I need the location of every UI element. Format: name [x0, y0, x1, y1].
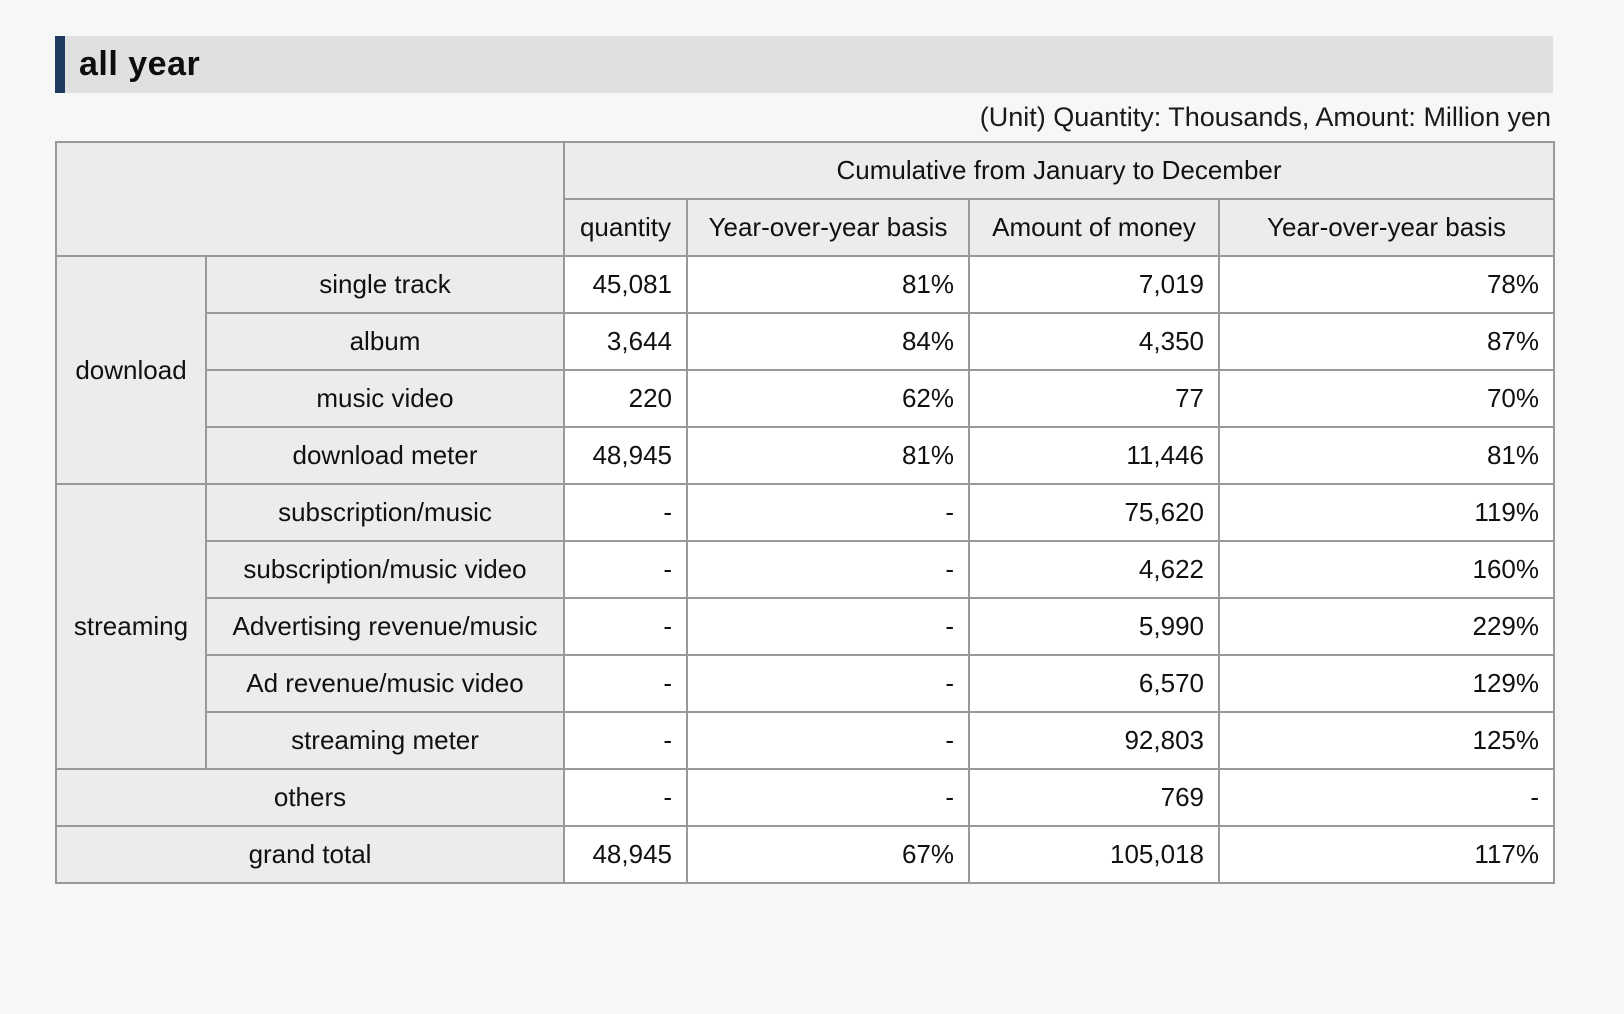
- cell-quantity-yoy: 62%: [686, 369, 970, 428]
- cell-quantity-yoy: 81%: [686, 255, 970, 314]
- cell-amount: 4,350: [968, 312, 1220, 371]
- table-row: music video 220 62% 77 70%: [56, 369, 1555, 428]
- header-quantity-yoy: Year-over-year basis: [686, 198, 970, 257]
- row-label: Advertising revenue/music: [205, 597, 565, 656]
- cell-amount-yoy: 119%: [1218, 483, 1555, 542]
- row-label: single track: [205, 255, 565, 314]
- cell-amount: 105,018: [968, 825, 1220, 884]
- cell-quantity-yoy: -: [686, 654, 970, 713]
- cell-amount: 6,570: [968, 654, 1220, 713]
- table-row-grand-total: grand total 48,945 67% 105,018 117%: [55, 825, 1555, 884]
- row-label: streaming meter: [205, 711, 565, 770]
- group-label-download: download: [55, 255, 207, 485]
- table-row-others: others - - 769 -: [55, 768, 1555, 827]
- cell-amount: 4,622: [968, 540, 1220, 599]
- page-container: all year (Unit) Quantity: Thousands, Amo…: [55, 36, 1555, 884]
- cell-quantity-yoy: -: [686, 597, 970, 656]
- page-title: all year: [79, 45, 201, 83]
- header-period-cell: Cumulative from January to December: [563, 141, 1555, 200]
- cell-amount-yoy: 81%: [1218, 426, 1555, 485]
- cell-amount-yoy: 160%: [1218, 540, 1555, 599]
- cell-amount: 7,019: [968, 255, 1220, 314]
- cell-quantity: -: [563, 483, 688, 542]
- cell-quantity: 48,945: [563, 825, 688, 884]
- row-label: grand total: [55, 825, 565, 884]
- cell-amount-yoy: 129%: [1218, 654, 1555, 713]
- group-label-streaming: streaming: [55, 483, 207, 770]
- row-label: others: [55, 768, 565, 827]
- cell-quantity-yoy: -: [686, 768, 970, 827]
- row-label: Ad revenue/music video: [205, 654, 565, 713]
- row-label: subscription/music video: [205, 540, 565, 599]
- cell-amount: 77: [968, 369, 1220, 428]
- cell-amount: 75,620: [968, 483, 1220, 542]
- cell-quantity: -: [563, 768, 688, 827]
- cell-quantity-yoy: -: [686, 540, 970, 599]
- table-row: streaming subscription/music - - 75,620 …: [55, 483, 1555, 770]
- cell-quantity: -: [563, 597, 688, 656]
- row-label: subscription/music: [205, 483, 565, 542]
- header-corner-cell: [55, 141, 565, 257]
- table-row: streaming meter - - 92,803 125%: [56, 711, 1555, 770]
- cell-quantity: 3,644: [563, 312, 688, 371]
- cell-amount-yoy: 70%: [1218, 369, 1555, 428]
- cell-amount-yoy: 125%: [1218, 711, 1555, 770]
- cell-quantity: -: [563, 711, 688, 770]
- cell-amount-yoy: 117%: [1218, 825, 1555, 884]
- cell-amount-yoy: 78%: [1218, 255, 1555, 314]
- cell-amount: 92,803: [968, 711, 1220, 770]
- cell-quantity: -: [563, 654, 688, 713]
- cell-amount: 769: [968, 768, 1220, 827]
- cell-quantity: -: [563, 540, 688, 599]
- section-title-bar: all year: [55, 36, 1553, 93]
- cell-amount: 5,990: [968, 597, 1220, 656]
- cell-quantity-yoy: 81%: [686, 426, 970, 485]
- row-label: album: [205, 312, 565, 371]
- cell-quantity-yoy: -: [686, 483, 970, 542]
- table-header-row-span: Cumulative from January to December: [55, 141, 1555, 257]
- cell-quantity: 48,945: [563, 426, 688, 485]
- cell-quantity-yoy: -: [686, 711, 970, 770]
- table-row: Ad revenue/music video - - 6,570 129%: [56, 654, 1555, 713]
- header-quantity: quantity: [563, 198, 688, 257]
- cell-quantity-yoy: 84%: [686, 312, 970, 371]
- table-header-row-columns: quantity Year-over-year basis Amount of …: [56, 198, 1555, 257]
- cell-amount-yoy: 229%: [1218, 597, 1555, 656]
- unit-note: (Unit) Quantity: Thousands, Amount: Mill…: [979, 102, 1551, 132]
- table-row: Advertising revenue/music - - 5,990 229%: [56, 597, 1555, 656]
- cell-quantity-yoy: 67%: [686, 825, 970, 884]
- sales-statistics-table: Cumulative from January to December quan…: [55, 141, 1555, 884]
- table-row: subscription/music video - - 4,622 160%: [56, 540, 1555, 599]
- table-row: album 3,644 84% 4,350 87%: [56, 312, 1555, 371]
- table-row: download single track 45,081 81% 7,019 7…: [55, 255, 1555, 485]
- table-row: download meter 48,945 81% 11,446 81%: [56, 426, 1555, 485]
- header-amount-yoy: Year-over-year basis: [1218, 198, 1555, 257]
- cell-amount-yoy: 87%: [1218, 312, 1555, 371]
- header-amount: Amount of money: [968, 198, 1220, 257]
- row-label: download meter: [205, 426, 565, 485]
- cell-quantity: 45,081: [563, 255, 688, 314]
- cell-quantity: 220: [563, 369, 688, 428]
- cell-amount: 11,446: [968, 426, 1220, 485]
- row-label: music video: [205, 369, 565, 428]
- cell-amount-yoy: -: [1218, 768, 1555, 827]
